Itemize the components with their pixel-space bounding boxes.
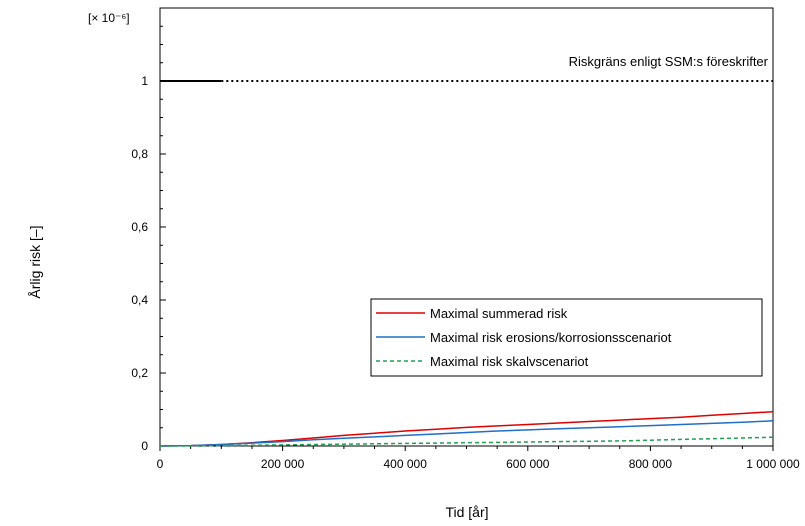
tick-layer: 0 0,2 0,4 0,6 0,8 1 0 200 000 400 000 600 000 800 … [131,7,800,471]
x-tick-label: 1 000 000 [746,457,800,471]
series-line-quake [160,436,774,447]
y-tick-label: 0,2 [131,366,148,380]
legend-box [370,298,763,377]
y-tick-label: 0,4 [131,293,148,307]
y-axis-title: Årlig risk [–] [27,225,43,298]
series-line-summed [159,410,774,447]
x-tick-label: 400 000 [384,457,428,471]
y-tick-label: 0,8 [131,147,148,161]
plot-frame-layer [159,7,774,447]
x-tick-label: 600 000 [506,457,550,471]
series-line-erosion [159,420,774,447]
y-scale-label: [× 10⁻⁶] [88,11,130,25]
plot-area-frame [159,7,774,447]
x-tick-label: 200 000 [261,457,305,471]
y-tick-label: 0 [141,439,148,453]
x-tick-label: 800 000 [629,457,673,471]
risk-limit-label: Riskgräns enligt SSM:s föreskrifter [569,54,769,69]
x-tick-label: 0 [157,457,164,471]
legend-label-summed: Maximal summerad risk [430,306,568,321]
y-tick-label: 0,6 [131,220,148,234]
y-tick-label: 1 [141,74,148,88]
series-layer [159,80,774,447]
x-axis-title: Tid [år] [445,504,488,520]
legend-label-quake: Maximal risk skalvscenariot [430,354,589,369]
legend: Maximal summerad risk Maximal risk erosi… [370,298,763,377]
legend-label-erosion: Maximal risk erosions/korrosionsscenario… [430,330,672,345]
